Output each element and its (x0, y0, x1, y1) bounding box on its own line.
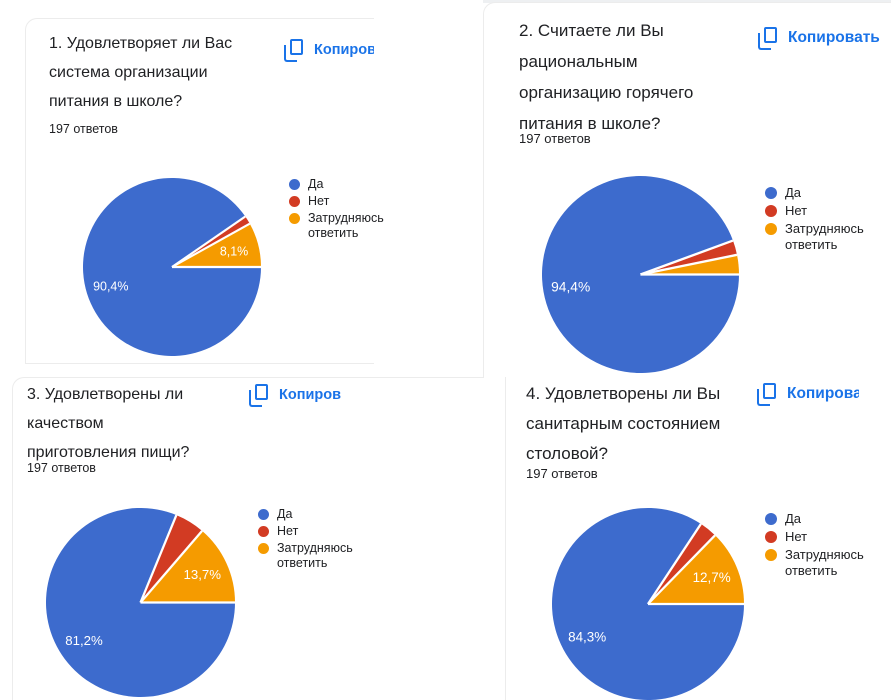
pie-chart: 94,4% (542, 176, 739, 373)
copy-button-label: Копировать (787, 385, 859, 402)
chart-legend: Да Нет Затрудняюсь ответить (258, 507, 369, 573)
slice-percentage-label: 81,2% (65, 633, 103, 648)
responses-count: 197 ответов (519, 131, 591, 146)
question-card-3: 3. Удовлетворены ли качеством приготовле… (12, 377, 484, 700)
legend-dot (765, 513, 777, 525)
slice-separator (640, 253, 738, 276)
copy-button[interactable]: Копировать (758, 27, 891, 50)
question-card-2: 2. Считаете ли Вы рациональным организац… (483, 2, 891, 378)
legend-label: Нет (785, 529, 808, 544)
pie-slice (648, 523, 716, 604)
legend-dot (258, 543, 269, 554)
legend-dot (289, 196, 300, 207)
legend-item: Нет (765, 203, 885, 219)
legend-item: Да (765, 511, 885, 527)
slice-separator (171, 222, 251, 268)
legend-item: Затрудняюсь ответить (289, 211, 400, 241)
slice-percentage-label: 8,1% (220, 244, 248, 258)
legend-item: Нет (289, 194, 400, 209)
legend-item: Да (258, 507, 369, 522)
copy-button[interactable]: Копировать (284, 39, 374, 62)
legend-dot (258, 509, 269, 520)
responses-count: 197 ответов (49, 122, 118, 136)
copy-button[interactable]: Копировать (757, 383, 859, 406)
slice-separator (139, 514, 178, 603)
pie-slice (552, 508, 744, 700)
legend-dot (765, 205, 777, 217)
pie-slice (140, 530, 235, 603)
legend-label: Да (785, 185, 802, 200)
legend-item: Нет (258, 524, 369, 539)
pie-chart: 84,3% 12,7% (552, 508, 744, 700)
legend-dot (765, 549, 777, 561)
copy-button-label: Копировать (314, 42, 374, 58)
copy-button-label: Копировать (279, 387, 341, 403)
question-card-4: 4. Удовлетворены ли Вы санитарным состоя… (505, 377, 891, 700)
slice-percentage-label: 13,7% (184, 567, 222, 582)
pie-slice (648, 535, 744, 604)
pie-slice (140, 515, 203, 603)
legend-dot (258, 526, 269, 537)
legend-item: Затрудняюсь ответить (765, 547, 885, 579)
slice-separator (647, 523, 702, 605)
legend-label: Затрудняюсь ответить (308, 211, 384, 240)
slice-separator (647, 534, 716, 605)
legend-item: Да (765, 185, 885, 201)
copy-icon (284, 39, 303, 62)
legend-dot (765, 531, 777, 543)
page-background-strip (483, 0, 891, 3)
copy-icon (758, 27, 777, 50)
slice-percentage-label: 90,4% (93, 279, 128, 293)
legend-label: Да (277, 507, 293, 521)
legend-dot (289, 213, 300, 224)
chart-legend: Да Нет Затрудняюсь ответить (765, 185, 885, 255)
legend-label: Затрудняюсь ответить (785, 221, 864, 252)
slice-separator (139, 530, 203, 604)
legend-item: Нет (765, 529, 885, 545)
legend-label: Нет (277, 524, 299, 538)
legend-item: Затрудняюсь ответить (258, 541, 369, 571)
copy-icon (757, 383, 776, 406)
responses-count: 197 ответов (526, 466, 598, 481)
legend-item: Да (289, 177, 400, 192)
chart-legend: Да Нет Затрудняюсь ответить (289, 177, 400, 243)
legend-item: Затрудняюсь ответить (765, 221, 885, 253)
pie-chart: 90,4% 8,1% (83, 178, 261, 356)
legend-label: Затрудняюсь ответить (277, 541, 353, 570)
copy-button[interactable]: Копировать (249, 384, 341, 407)
question-title: 1. Удовлетворяет ли Вас система организа… (49, 35, 233, 110)
question-title: 4. Удовлетворены ли Вы санитарным состоя… (526, 384, 721, 463)
legend-label: Нет (308, 194, 330, 208)
slice-percentage-label: 12,7% (693, 570, 731, 585)
legend-label: Нет (785, 203, 808, 218)
chart-legend: Да Нет Затрудняюсь ответить (765, 511, 885, 581)
pie-chart: 81,2% 13,7% (46, 508, 235, 697)
question-title: 2. Считаете ли Вы рациональным организац… (519, 21, 694, 133)
legend-dot (765, 187, 777, 199)
legend-dot (289, 179, 300, 190)
slice-separator (171, 215, 246, 268)
legend-label: Да (785, 511, 802, 526)
slice-percentage-label: 94,4% (551, 280, 590, 295)
copy-icon (249, 384, 268, 407)
question-card-1: 1. Удовлетворяет ли Вас система организа… (25, 18, 384, 364)
legend-label: Затрудняюсь ответить (785, 547, 864, 578)
legend-dot (765, 223, 777, 235)
slice-percentage-label: 84,3% (568, 629, 606, 644)
copy-button-label: Копировать (788, 29, 880, 46)
question-title: 3. Удовлетворены ли качеством приготовле… (27, 386, 190, 461)
pie-slice (172, 223, 261, 267)
responses-count: 197 ответов (27, 461, 96, 475)
slice-separator (640, 239, 734, 276)
legend-label: Да (308, 177, 324, 191)
